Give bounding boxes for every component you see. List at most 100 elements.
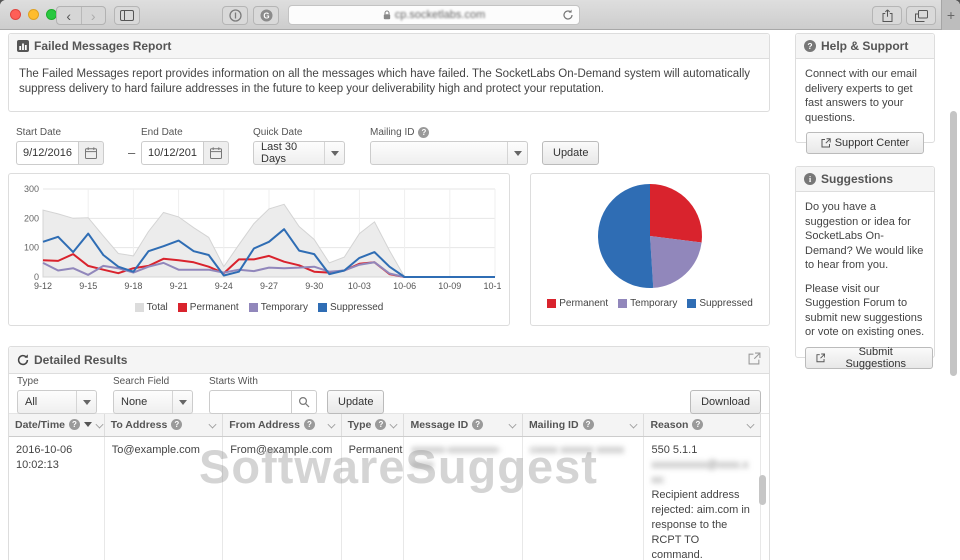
column-header-from-address[interactable]: From Address xyxy=(222,414,342,437)
legend-swatch xyxy=(618,299,628,308)
support-center-label: Support Center xyxy=(834,137,910,149)
start-date-input[interactable] xyxy=(16,141,78,165)
column-help-icon xyxy=(69,419,80,431)
dropdown-caret-icon xyxy=(76,391,96,413)
legend-item: Temporary xyxy=(618,298,677,309)
reload-icon xyxy=(563,9,573,20)
table-row[interactable]: 2016-10-06 10:02:13 To@example.com From@… xyxy=(9,436,761,560)
starts-with-input[interactable] xyxy=(209,390,291,414)
column-header-reason[interactable]: Reason xyxy=(643,414,761,437)
reload-button[interactable] xyxy=(562,9,574,24)
column-menu-icon[interactable] xyxy=(630,420,638,429)
column-label: From Address xyxy=(229,418,300,431)
refresh-icon xyxy=(17,354,29,366)
window-controls xyxy=(10,9,57,20)
column-label: Date/Time xyxy=(15,418,65,431)
column-menu-icon[interactable] xyxy=(389,420,398,429)
legend-label: Total xyxy=(146,302,168,313)
mailing-id-select[interactable] xyxy=(370,141,528,165)
report-update-button[interactable]: Update xyxy=(542,141,600,165)
help-support-title: Help & Support xyxy=(821,39,909,53)
quick-date-select[interactable]: Last 30 Days xyxy=(253,141,345,165)
svg-text:10-12: 10-12 xyxy=(483,281,501,291)
svg-text:9-18: 9-18 xyxy=(124,281,142,291)
sidebar-toggle-button[interactable] xyxy=(114,6,140,25)
browser-toolbar: ‹ › G cp.socketlabs.com + xyxy=(0,0,960,30)
legend-label: Permanent xyxy=(559,298,609,309)
detailed-results-header: Detailed Results xyxy=(9,347,769,374)
cell-type: Permanent xyxy=(341,436,405,560)
minimize-window-button[interactable] xyxy=(28,9,39,20)
back-button[interactable]: ‹ xyxy=(66,7,72,24)
legend-swatch xyxy=(547,299,557,308)
column-header-mailing-id[interactable]: Mailing ID xyxy=(522,414,645,437)
start-date-calendar-button[interactable] xyxy=(78,141,104,165)
legend-swatch xyxy=(177,303,187,312)
column-menu-icon[interactable] xyxy=(746,420,755,429)
column-menu-icon[interactable] xyxy=(508,420,517,429)
results-table: Date/Time To Address From Address Type Messa… xyxy=(9,414,761,560)
legend-label: Suppressed xyxy=(329,302,384,313)
column-header-message-id[interactable]: Message ID xyxy=(403,414,523,437)
submit-suggestions-button[interactable]: Submit Suggestions xyxy=(805,346,933,370)
download-button[interactable]: Download xyxy=(690,390,761,414)
table-scrollbar[interactable] xyxy=(759,475,766,505)
column-menu-icon[interactable] xyxy=(95,420,104,429)
calendar-icon xyxy=(210,147,222,159)
legend-item: Suppressed xyxy=(687,298,753,309)
details-update-button[interactable]: Update xyxy=(327,390,385,414)
support-center-button[interactable]: Support Center xyxy=(806,132,924,154)
expand-button[interactable] xyxy=(748,352,761,368)
extension-circled-i-button[interactable] xyxy=(222,6,248,25)
new-tab-button[interactable]: + xyxy=(941,0,960,30)
circled-i-icon xyxy=(228,9,242,22)
redacted-text: xxxxxxxxxx@xxxx.xxx: xyxy=(651,458,749,486)
sidebar-icon xyxy=(120,10,134,21)
type-select[interactable]: All xyxy=(17,390,97,414)
extension-g-button[interactable]: G xyxy=(253,6,279,25)
share-button[interactable] xyxy=(872,6,902,25)
legend-item: Suppressed xyxy=(317,302,384,313)
forward-button[interactable]: › xyxy=(80,7,106,24)
tab-overview-button[interactable] xyxy=(906,6,936,25)
legend-swatch xyxy=(248,303,258,312)
svg-text:9-12: 9-12 xyxy=(34,281,52,291)
search-field-select[interactable]: None xyxy=(113,390,193,414)
help-support-text: Connect with our email delivery experts … xyxy=(805,68,917,124)
address-bar[interactable]: cp.socketlabs.com xyxy=(288,5,580,25)
legend-label: Permanent xyxy=(189,302,239,313)
svg-text:9-24: 9-24 xyxy=(215,281,233,291)
window-scrollbar[interactable] xyxy=(950,111,957,376)
suggestions-text-2: Please visit our Suggestion Forum to sub… xyxy=(805,282,925,339)
legend-label: Suppressed xyxy=(699,298,753,309)
column-help-icon xyxy=(692,419,704,431)
svg-text:9-30: 9-30 xyxy=(305,281,323,291)
end-date-input[interactable] xyxy=(141,141,203,165)
column-header-date-time[interactable]: Date/Time xyxy=(9,414,105,437)
suggestions-title: Suggestions xyxy=(821,172,894,186)
suggestions-header: Suggestions xyxy=(796,167,934,192)
column-menu-icon[interactable] xyxy=(208,420,217,429)
svg-text:10-03: 10-03 xyxy=(348,281,371,291)
svg-text:G: G xyxy=(263,11,269,20)
reason-text: Recipient address rejected: aim.com in r… xyxy=(651,488,750,560)
help-circle-icon xyxy=(418,127,430,138)
legend-label: Temporary xyxy=(630,298,678,309)
column-header-type[interactable]: Type xyxy=(341,414,405,437)
tabs-icon xyxy=(914,9,928,22)
svg-text:9-15: 9-15 xyxy=(79,281,97,291)
column-header-to-address[interactable]: To Address xyxy=(104,414,224,437)
cell-mailing-id: cxxxx xxxxxx xxxxx xyxy=(522,436,645,560)
info-circle-icon xyxy=(804,173,816,185)
column-menu-icon[interactable] xyxy=(327,420,336,429)
legend-swatch xyxy=(134,303,144,312)
pie-chart-legend: Permanent Temporary Suppressed xyxy=(539,298,761,309)
close-window-button[interactable] xyxy=(10,9,21,20)
column-label: Reason xyxy=(650,418,689,431)
end-date-calendar-button[interactable] xyxy=(203,141,229,165)
suggestions-panel: Suggestions Do you have a suggestion or … xyxy=(795,166,935,370)
failed-messages-panel: Failed Messages Report The Failed Messag… xyxy=(8,33,770,112)
cell-datetime: 2016-10-06 10:02:13 xyxy=(9,436,105,560)
lock-icon xyxy=(383,10,390,20)
